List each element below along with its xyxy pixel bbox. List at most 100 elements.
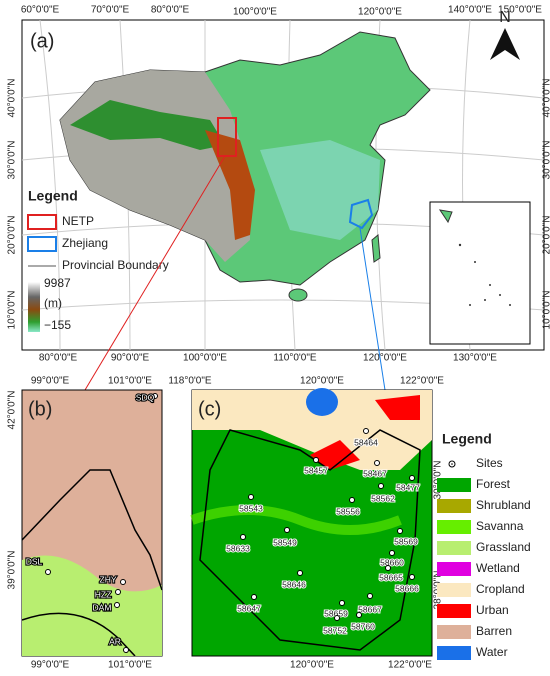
axis-label: 130°0'0"E [453, 353, 497, 364]
legend-swatch [451, 463, 453, 465]
site-label: 58760 [351, 621, 375, 631]
site-marker [363, 428, 369, 434]
legend-label: Wetland [476, 561, 520, 575]
axis-label: 10°0'0"N [542, 291, 550, 330]
site-marker [45, 569, 51, 575]
axis-label: 30°0'0"N [7, 141, 18, 180]
site-label: 58752 [323, 625, 347, 635]
site-label: 58660 [380, 557, 404, 567]
north-label: N [499, 9, 511, 26]
axis-label: 110°0'0"E [273, 353, 317, 364]
legend-label: NETP [62, 214, 94, 228]
taiwan [371, 234, 381, 263]
cropland [192, 390, 432, 470]
site-marker [409, 475, 415, 481]
site-marker [251, 594, 257, 600]
legend-swatch [437, 541, 471, 555]
axis-label: 120°0'0"E [358, 7, 402, 18]
site-label: 58457 [304, 465, 328, 475]
axis-label: 42°0'0"N [7, 391, 18, 430]
site-marker [339, 600, 345, 606]
legend-title: Legend [28, 188, 78, 204]
axis-label: 140°0'0"E [448, 5, 492, 16]
legend-label: Shrubland [476, 498, 531, 512]
site-label: 58549 [273, 537, 297, 547]
hainan [288, 288, 308, 302]
site-marker [409, 574, 415, 580]
site-label: 58633 [226, 543, 250, 553]
site-marker [284, 527, 290, 533]
axis-label: 90°0'0"E [111, 353, 150, 364]
site-marker [248, 494, 254, 500]
axis-label: 99°0'0"E [31, 376, 70, 387]
site-marker [240, 534, 246, 540]
legend-label: Forest [476, 477, 511, 491]
axis-label: 120°0'0"E [290, 660, 334, 671]
site-label: SDQ [136, 392, 155, 402]
axis-label: 101°0'0"E [108, 376, 152, 387]
axis-label: 99°0'0"E [31, 660, 70, 671]
axis-label: 70°0'0"E [91, 5, 130, 16]
axis-label: 80°0'0"E [151, 5, 190, 16]
site-label: DAM [93, 602, 112, 612]
site-marker [397, 528, 403, 534]
panel-label: (b) [28, 398, 52, 420]
site-marker [356, 612, 362, 618]
legend-label: Barren [476, 624, 512, 638]
legend-label: Zhejiang [62, 236, 108, 250]
legend-swatch [437, 520, 471, 534]
axis-label: 10°0'0"N [7, 291, 18, 330]
legend-swatch [437, 583, 471, 597]
axis-label: 60°0'0"E [21, 5, 60, 16]
axis-label: 80°0'0"E [39, 353, 78, 364]
axis-label: 120°0'0"E [300, 376, 344, 387]
connector-zhejiang [359, 227, 386, 391]
axis-label: 118°0'0"E [168, 376, 212, 387]
site-marker [389, 550, 395, 556]
legend-title: Legend [442, 431, 492, 447]
grassland [22, 555, 162, 656]
axis-label: 40°0'0"N [542, 79, 550, 118]
inset-frame [429, 201, 531, 345]
legend-swatch [27, 236, 57, 252]
site-marker [385, 565, 391, 571]
site-label: 58467 [363, 468, 387, 478]
site-label: 58477 [396, 482, 420, 492]
legend-swatch [437, 499, 471, 513]
legend-label: Water [476, 645, 508, 659]
site-label: 58666 [395, 583, 419, 593]
axis-label: 20°0'0"N [7, 216, 18, 255]
axis-label: 122°0'0"E [400, 376, 444, 387]
axis-label: 30°0'0"N [542, 141, 550, 180]
axis-label: 39°0'0"N [7, 551, 18, 590]
site-marker [349, 497, 355, 503]
zhejiang-outline [348, 198, 374, 230]
connector-netp [84, 155, 226, 391]
legend-swatch [437, 562, 471, 576]
site-marker [123, 647, 129, 653]
site-marker [374, 460, 380, 466]
savanna [190, 505, 402, 535]
axis-label: 122°0'0"E [388, 660, 432, 671]
panel-label: (c) [198, 398, 221, 420]
legend-label: Sites [476, 456, 503, 470]
boundary [21, 612, 136, 657]
site-marker [152, 393, 158, 399]
legend-swatch [437, 478, 471, 492]
site-label: DSL [26, 556, 43, 566]
legend-label: Cropland [476, 582, 525, 596]
site-label: 58562 [371, 493, 395, 503]
site-marker [297, 570, 303, 576]
axis-label: 150°0'0"E [498, 5, 542, 16]
legend-label: Savanna [476, 519, 524, 533]
lake [306, 388, 338, 416]
site-label: 58556 [336, 506, 360, 516]
inset-islands [458, 243, 511, 306]
urban [310, 395, 420, 470]
legend-label: Urban [476, 603, 509, 617]
axis-label: 120°0'0"E [363, 353, 407, 364]
site-marker [120, 579, 126, 585]
site-label: HZZ [95, 589, 112, 599]
site-label: 58464 [354, 437, 378, 447]
